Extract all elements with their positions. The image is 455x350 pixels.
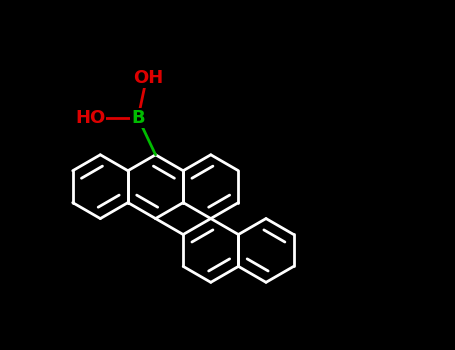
Text: HO: HO [75, 109, 106, 127]
Text: OH: OH [133, 69, 163, 87]
Text: B: B [131, 109, 145, 127]
